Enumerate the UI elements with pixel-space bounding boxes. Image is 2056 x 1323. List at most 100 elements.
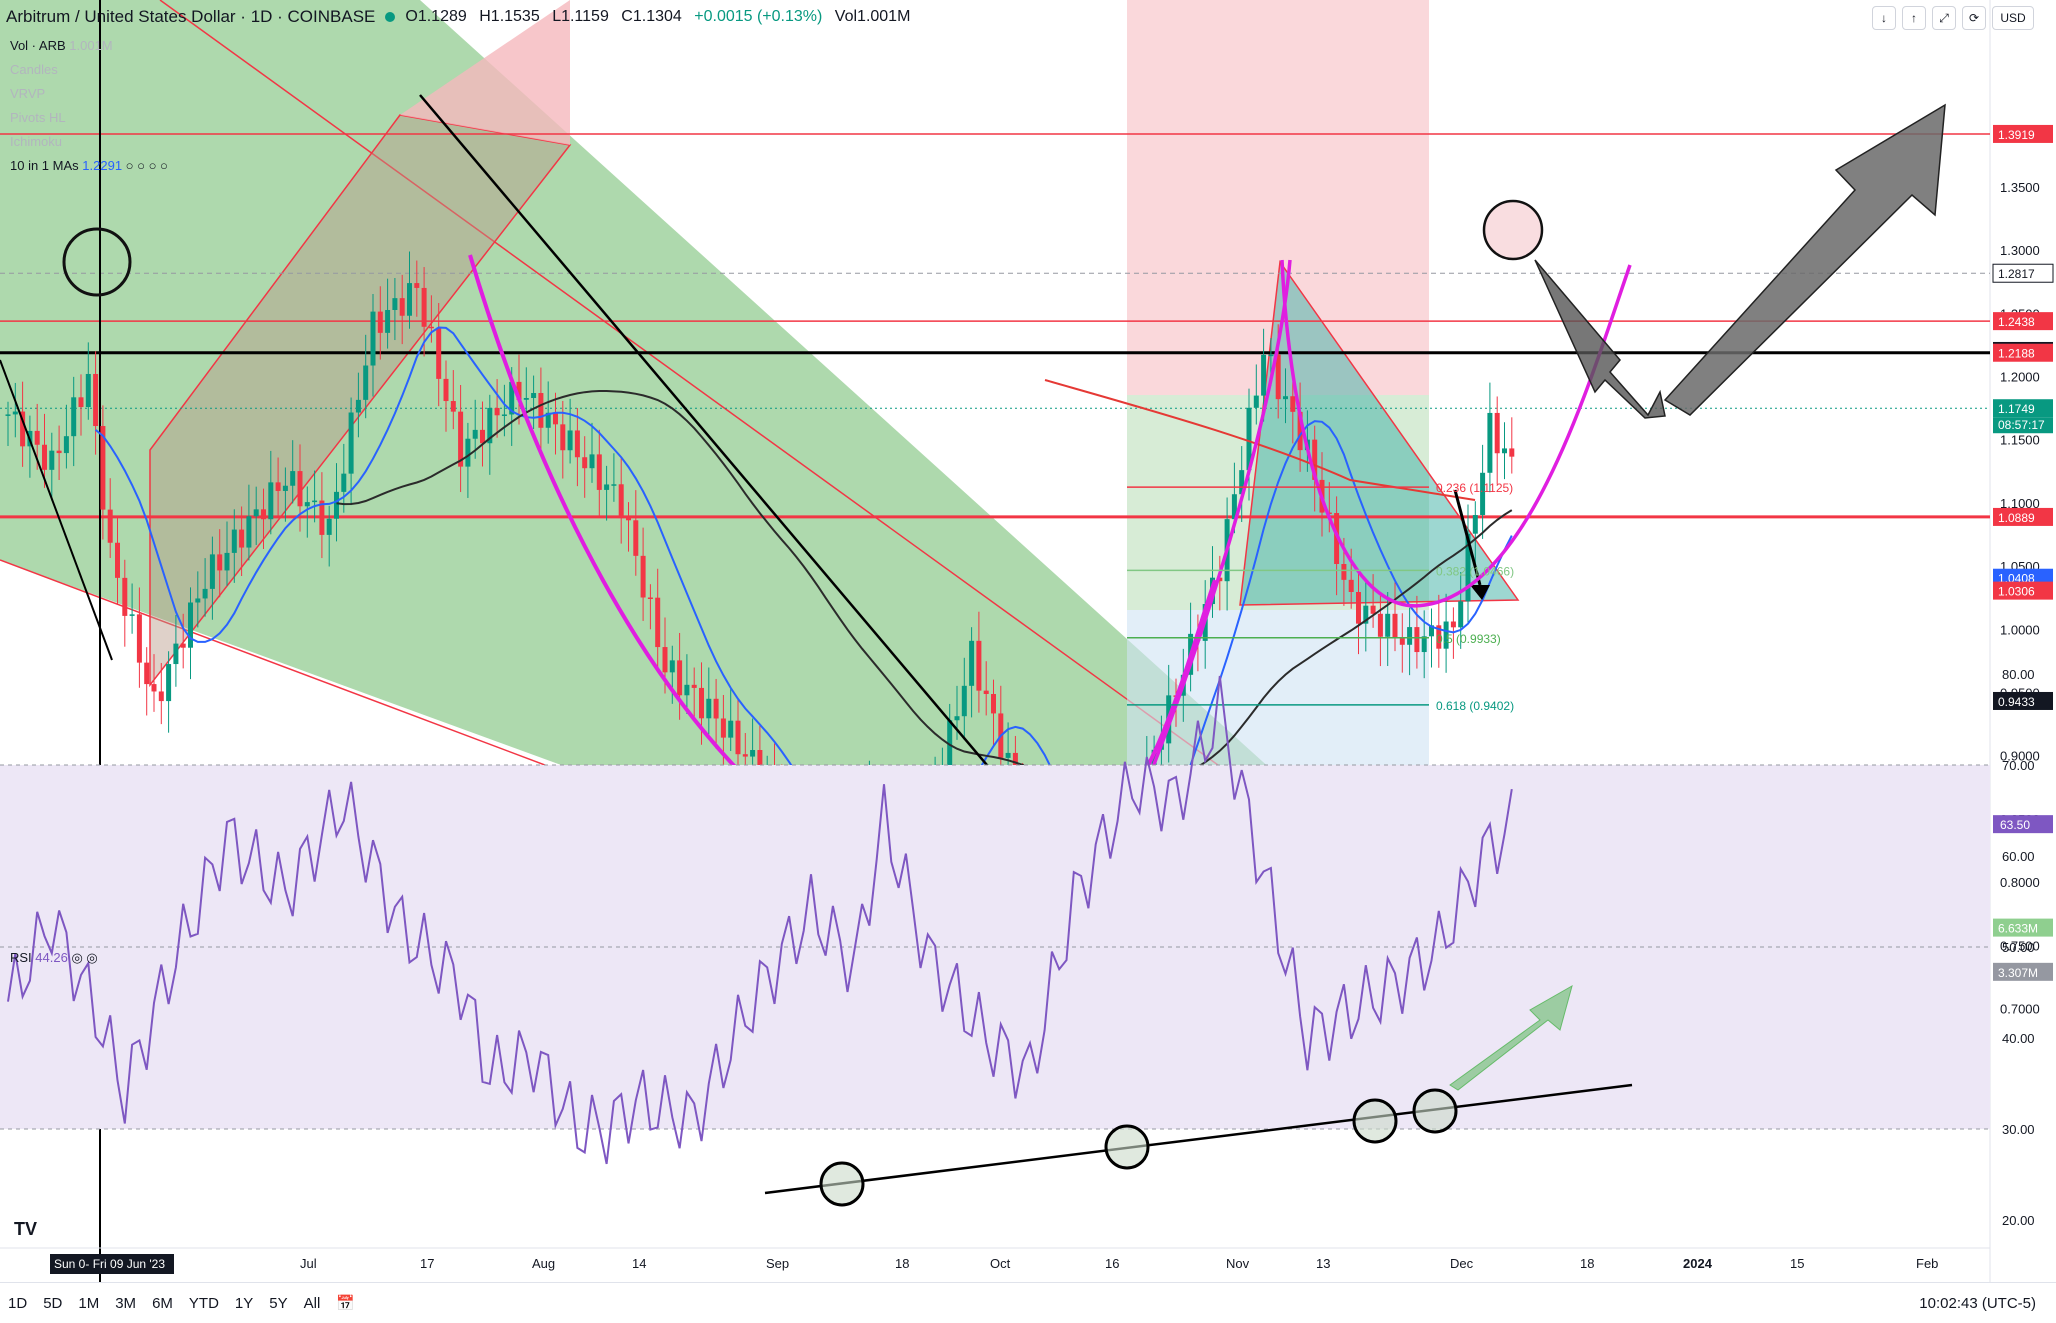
range-ytd[interactable]: YTD [188, 1294, 219, 1312]
close-value: C1.1304 [621, 8, 682, 25]
candle-body [582, 457, 588, 469]
candle-body [450, 401, 456, 412]
candle-body [217, 554, 223, 571]
candle-body [699, 687, 704, 719]
indicator-candles[interactable]: Candles [10, 62, 58, 77]
ma-indicator[interactable]: 10 in 1 MAs 1.2291 ○ ○ ○ ○ [10, 158, 168, 173]
candle-body [385, 309, 391, 333]
candle-body [297, 471, 303, 507]
candle-body [1480, 472, 1486, 516]
price-tag-text: 6.633M [1998, 922, 2038, 936]
range-3m[interactable]: 3M [115, 1294, 137, 1312]
time-tick: Sep [766, 1256, 789, 1271]
candle-body [1407, 627, 1413, 645]
calendar-icon[interactable]: 📅 [336, 1295, 355, 1312]
candle-body [589, 454, 595, 469]
candle-body [399, 298, 405, 316]
rsi-tick: 40.00 [2002, 1031, 2035, 1046]
volume-indicator[interactable]: Vol · ARB 1.001M [10, 38, 113, 53]
candle-body [151, 684, 157, 692]
utc-clock[interactable]: 10:02:43 (UTC-5) [1919, 1294, 2036, 1312]
range-1m[interactable]: 1M [78, 1294, 100, 1312]
cup-left-rim [1138, 259, 1292, 801]
candle-body [1429, 625, 1434, 637]
candle-body [516, 381, 522, 400]
time-tick: Aug [532, 1256, 555, 1271]
expand-icon[interactable]: ⤢ [1932, 6, 1956, 30]
rsi-circle [819, 1161, 865, 1207]
indicator-ichimoku[interactable]: Ichimoku [10, 134, 63, 149]
candle-body [487, 407, 493, 444]
left-trendline [0, 359, 113, 661]
candle-body [85, 373, 91, 408]
candle-body [947, 720, 953, 774]
rsi-circle [1352, 1098, 1398, 1144]
price-tick: 1.2000 [2000, 370, 2040, 385]
candle-body [304, 502, 310, 507]
fib-label: 0.5 (0.9933) [1436, 632, 1501, 646]
price-tag [1993, 581, 2053, 600]
indicator-pivots[interactable]: Pivots HL [10, 110, 66, 125]
range-5d[interactable]: 5D [43, 1294, 63, 1312]
indicator-vrvp[interactable]: VRVP [10, 86, 46, 101]
candle-body [472, 429, 478, 439]
time-tick: 16 [1105, 1256, 1119, 1271]
arrow-up-icon[interactable]: ↑ [1902, 6, 1926, 30]
symbol-title[interactable]: Arbitrum / United States Dollar · 1D · C… [6, 7, 376, 26]
open-value: O1.1289 [405, 8, 467, 25]
candle-body [421, 287, 427, 327]
time-tick: 14 [632, 1256, 646, 1271]
candle-body [1399, 637, 1405, 645]
range-1d[interactable]: 1D [8, 1294, 28, 1312]
range-6m[interactable]: 6M [152, 1294, 173, 1312]
breakdown-arrowhead [1470, 585, 1490, 600]
price-tag-sub [1993, 417, 2053, 434]
up-arrow-shape [1663, 103, 1946, 416]
candle-body [319, 500, 325, 535]
chart-header: Arbitrum / United States Dollar · 1D · C… [0, 0, 918, 34]
price-tag [1993, 399, 2053, 418]
currency-button[interactable]: USD [1992, 6, 2034, 30]
candle-body [377, 311, 383, 333]
candle-body [1414, 627, 1420, 653]
refresh-icon[interactable]: ⟳ [1962, 6, 1986, 30]
candle-body [195, 598, 201, 603]
arrow-down-icon[interactable]: ↓ [1872, 6, 1896, 30]
candle-body [71, 397, 77, 437]
range-all[interactable]: All [303, 1294, 321, 1312]
candle-body [202, 588, 208, 599]
low-value: L1.1159 [552, 8, 609, 25]
time-tick: 2024 [1683, 1256, 1713, 1271]
candle-body [669, 660, 675, 673]
candle-body [1494, 412, 1500, 454]
price-tick: 1.1000 [2000, 496, 2040, 511]
candle-body [574, 430, 580, 458]
crosshair-date-tag [50, 1254, 174, 1274]
candle-body [655, 597, 661, 648]
price-tick: 1.3000 [2000, 243, 2040, 258]
candle-body [961, 685, 967, 717]
candle-body [720, 718, 726, 738]
candle-body [136, 614, 142, 663]
rsi-circle [1104, 1124, 1150, 1170]
time-tick: 18 [1580, 1256, 1594, 1271]
candle-body [954, 716, 960, 721]
rsi-tick: 80.00 [2002, 667, 2035, 682]
candle-body [501, 414, 507, 416]
candle-body [560, 424, 566, 451]
candle-body [750, 750, 756, 757]
breakdown-arrow [1453, 489, 1482, 586]
time-tick: Nov [1226, 1256, 1250, 1271]
candle-body [239, 529, 245, 548]
candle-body [991, 693, 996, 714]
candle-body [355, 399, 361, 413]
time-tick: 13 [1316, 1256, 1330, 1271]
range-5y[interactable]: 5Y [269, 1294, 288, 1312]
range-1y[interactable]: 1Y [234, 1294, 254, 1312]
candle-body [1341, 563, 1347, 580]
candle-body [334, 491, 339, 519]
candle-body [443, 378, 449, 402]
price-tick: 1.3500 [2000, 180, 2040, 195]
candle-body [436, 327, 442, 379]
